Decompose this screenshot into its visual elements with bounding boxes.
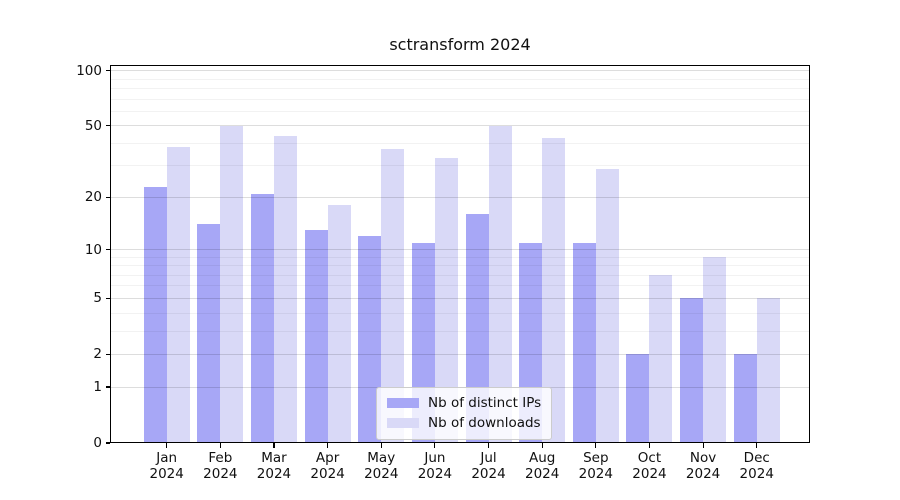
y-tick-label-20: 20 <box>84 189 102 206</box>
x-axis-tick-may <box>380 443 382 448</box>
x-tick-label-feb: Feb 2024 <box>188 450 252 482</box>
x-tick-month: Jun <box>424 450 446 466</box>
bar-aug-downloads <box>542 137 566 443</box>
y-tick-label-0: 0 <box>93 435 102 451</box>
x-tick-label-may: May 2024 <box>349 450 413 482</box>
bar-nov-downloads <box>703 257 727 443</box>
x-axis-tick-mar <box>273 443 275 448</box>
x-axis-tick-oct <box>648 443 651 448</box>
y-axis-tick-0 <box>105 442 110 444</box>
x-tick-year: 2024 <box>149 466 184 482</box>
x-axis-tick-apr <box>327 443 329 448</box>
x-tick-year: 2024 <box>310 466 345 482</box>
y-axis-tick-1 <box>105 386 110 388</box>
x-tick-label-apr: Apr 2024 <box>296 450 360 482</box>
bar-jun-downloads <box>434 158 458 443</box>
bars-layer <box>110 65 810 443</box>
bar-may-downloads <box>381 149 405 443</box>
x-tick-year: 2024 <box>685 466 721 482</box>
legend-swatch-downloads <box>387 418 419 428</box>
bar-apr-ips <box>304 230 328 443</box>
x-tick-label-nov: Nov 2024 <box>671 450 735 482</box>
y-axis-tick-100 <box>105 69 110 72</box>
x-tick-label-mar: Mar 2024 <box>242 450 306 482</box>
x-tick-month: Aug <box>528 450 556 466</box>
bar-jan-ips <box>143 186 167 443</box>
x-tick-year: 2024 <box>632 466 667 482</box>
x-tick-month: Apr <box>315 450 340 466</box>
x-tick-month: Jul <box>480 450 497 466</box>
y-tick-label-1: 1 <box>93 379 102 396</box>
x-tick-year: 2024 <box>364 466 399 482</box>
x-axis-tick-feb <box>219 443 221 448</box>
x-tick-year: 2024 <box>256 466 292 482</box>
legend-label-ips: Nb of distinct IPs <box>428 395 542 411</box>
x-tick-month: May <box>367 450 396 466</box>
legend-item-ips: Nb of distinct IPs <box>387 393 541 413</box>
x-tick-label-aug: Aug 2024 <box>510 450 574 482</box>
x-tick-month: Mar <box>261 450 287 466</box>
x-tick-label-dec: Dec 2024 <box>725 450 789 482</box>
bar-feb-ips <box>197 224 221 443</box>
bar-sep-downloads <box>595 168 619 443</box>
bar-mar-downloads <box>273 135 297 443</box>
bar-oct-ips <box>626 354 650 443</box>
bar-dec-downloads <box>756 298 780 443</box>
x-axis-tick-aug <box>541 443 543 448</box>
x-tick-month: Oct <box>637 450 662 466</box>
y-tick-label-10: 10 <box>84 241 102 258</box>
bar-may-ips <box>358 236 382 443</box>
y-axis-tick-10 <box>105 248 110 251</box>
x-tick-label-oct: Oct 2024 <box>617 450 681 482</box>
y-tick-label-2: 2 <box>93 346 102 363</box>
x-tick-label-sep: Sep 2024 <box>564 450 628 482</box>
x-tick-month: Nov <box>689 450 717 466</box>
bar-nov-ips <box>680 298 704 443</box>
x-tick-label-jul: Jul 2024 <box>457 450 521 482</box>
x-axis-tick-dec <box>756 443 758 448</box>
x-tick-year: 2024 <box>578 466 613 482</box>
legend: Nb of distinct IPs Nb of downloads <box>376 387 553 440</box>
bar-jul-ips <box>465 214 489 443</box>
bar-mar-ips <box>250 193 274 443</box>
bar-oct-downloads <box>649 275 673 443</box>
legend-label-downloads: Nb of downloads <box>428 415 541 431</box>
y-axis-tick-50 <box>105 125 110 127</box>
y-axis-tick-20 <box>105 196 110 198</box>
x-tick-month: Jan <box>156 450 178 466</box>
x-axis-tick-jan <box>166 443 168 448</box>
chart-title: sctransform 2024 <box>389 35 531 54</box>
x-tick-year: 2024 <box>524 466 560 482</box>
x-tick-year: 2024 <box>471 466 506 482</box>
x-axis-tick-nov <box>702 443 704 448</box>
x-axis-tick-jul <box>487 443 490 448</box>
x-tick-year: 2024 <box>203 466 238 482</box>
bar-feb-downloads <box>220 125 244 443</box>
y-tick-label-100: 100 <box>76 62 102 79</box>
bar-dec-ips <box>733 354 757 443</box>
plot-area: Nb of distinct IPs Nb of downloads <box>110 65 810 443</box>
y-tick-label-5: 5 <box>93 290 102 307</box>
x-tick-month: Sep <box>583 450 609 466</box>
y-axis-tick-5 <box>105 297 110 299</box>
x-tick-year: 2024 <box>739 466 774 482</box>
x-tick-label-jan: Jan 2024 <box>135 450 199 482</box>
bar-jul-downloads <box>488 125 512 443</box>
x-tick-month: Dec <box>743 450 770 466</box>
x-tick-month: Feb <box>208 450 233 466</box>
x-tick-label-jun: Jun 2024 <box>403 450 467 482</box>
x-axis-tick-jun <box>434 443 436 448</box>
bar-apr-downloads <box>327 205 351 443</box>
legend-swatch-ips <box>387 398 419 408</box>
x-axis-tick-sep <box>595 443 597 448</box>
bar-jan-downloads <box>166 147 190 443</box>
legend-item-downloads: Nb of downloads <box>387 413 541 433</box>
y-tick-label-50: 50 <box>84 117 102 134</box>
y-axis-tick-2 <box>105 353 110 355</box>
bar-sep-ips <box>572 242 596 443</box>
x-tick-year: 2024 <box>417 466 453 482</box>
